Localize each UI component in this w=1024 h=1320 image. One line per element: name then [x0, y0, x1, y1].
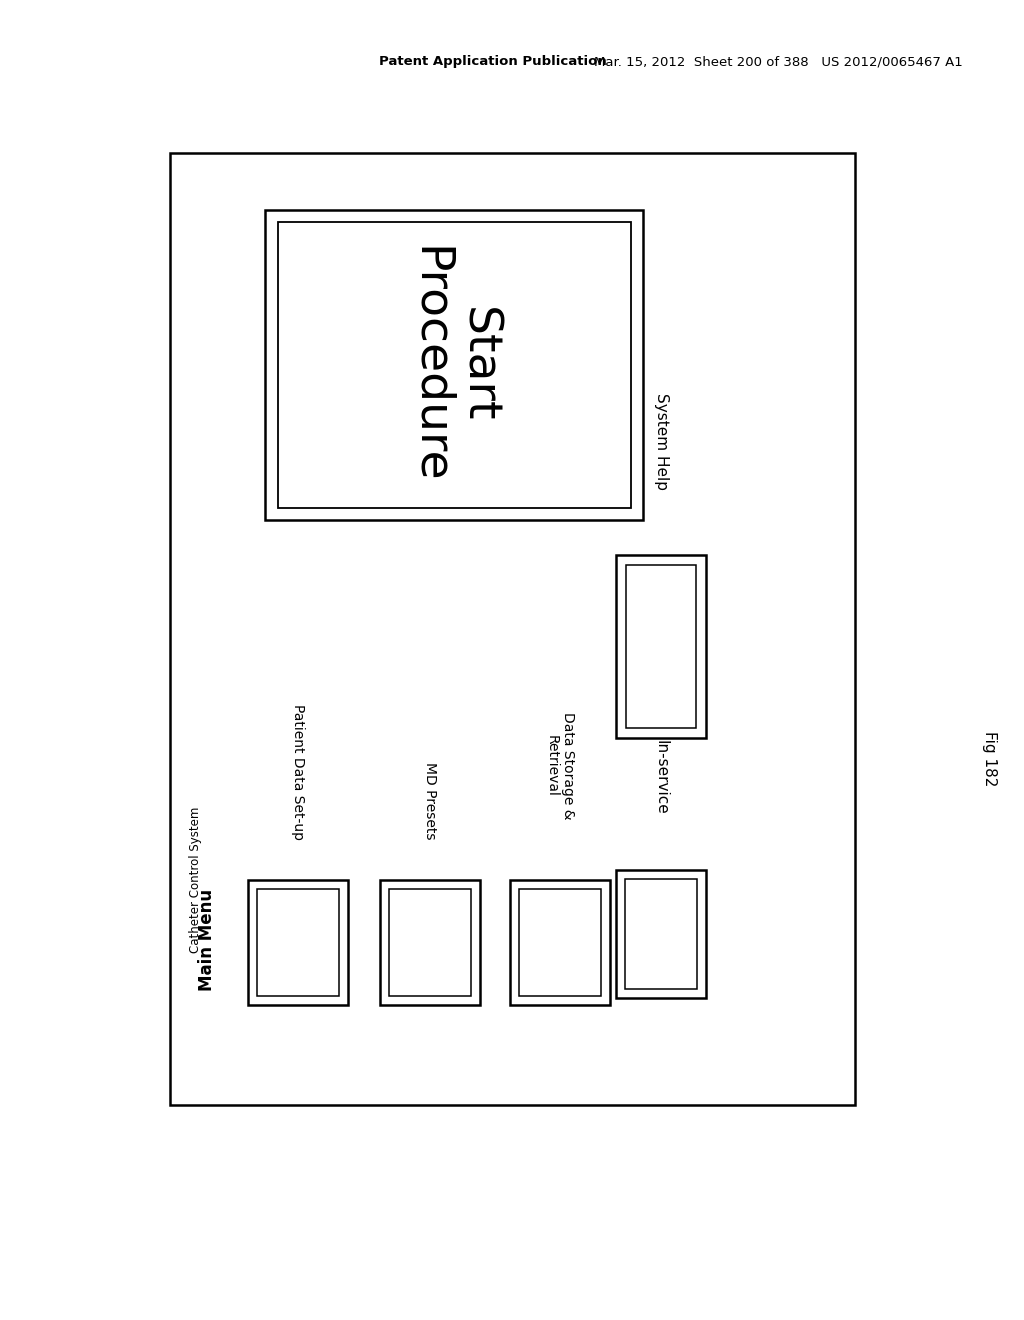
Text: In-service: In-service: [653, 741, 669, 814]
Text: Catheter Control System: Catheter Control System: [188, 807, 202, 953]
Bar: [616, 870, 706, 998]
Text: Main Menu: Main Menu: [198, 888, 216, 991]
Bar: [257, 888, 339, 997]
Text: Fig 182: Fig 182: [982, 731, 997, 787]
Text: Patient Data Set-up: Patient Data Set-up: [291, 704, 305, 840]
Bar: [626, 565, 696, 729]
Text: System Help: System Help: [653, 393, 669, 490]
Bar: [265, 210, 643, 520]
Bar: [625, 879, 697, 989]
Bar: [248, 880, 348, 1005]
Bar: [170, 153, 855, 1105]
Bar: [510, 880, 610, 1005]
Text: MD Presets: MD Presets: [423, 763, 437, 840]
Bar: [389, 888, 471, 997]
Bar: [519, 888, 601, 997]
Text: Patent Application Publication: Patent Application Publication: [379, 55, 606, 69]
Text: Mar. 15, 2012  Sheet 200 of 388   US 2012/0065467 A1: Mar. 15, 2012 Sheet 200 of 388 US 2012/0…: [594, 55, 963, 69]
Bar: [278, 222, 631, 508]
Text: Data Storage &
Retrieval: Data Storage & Retrieval: [545, 713, 575, 820]
Text: Start
Procedure: Start Procedure: [408, 247, 501, 484]
Bar: [616, 554, 706, 738]
Bar: [380, 880, 480, 1005]
